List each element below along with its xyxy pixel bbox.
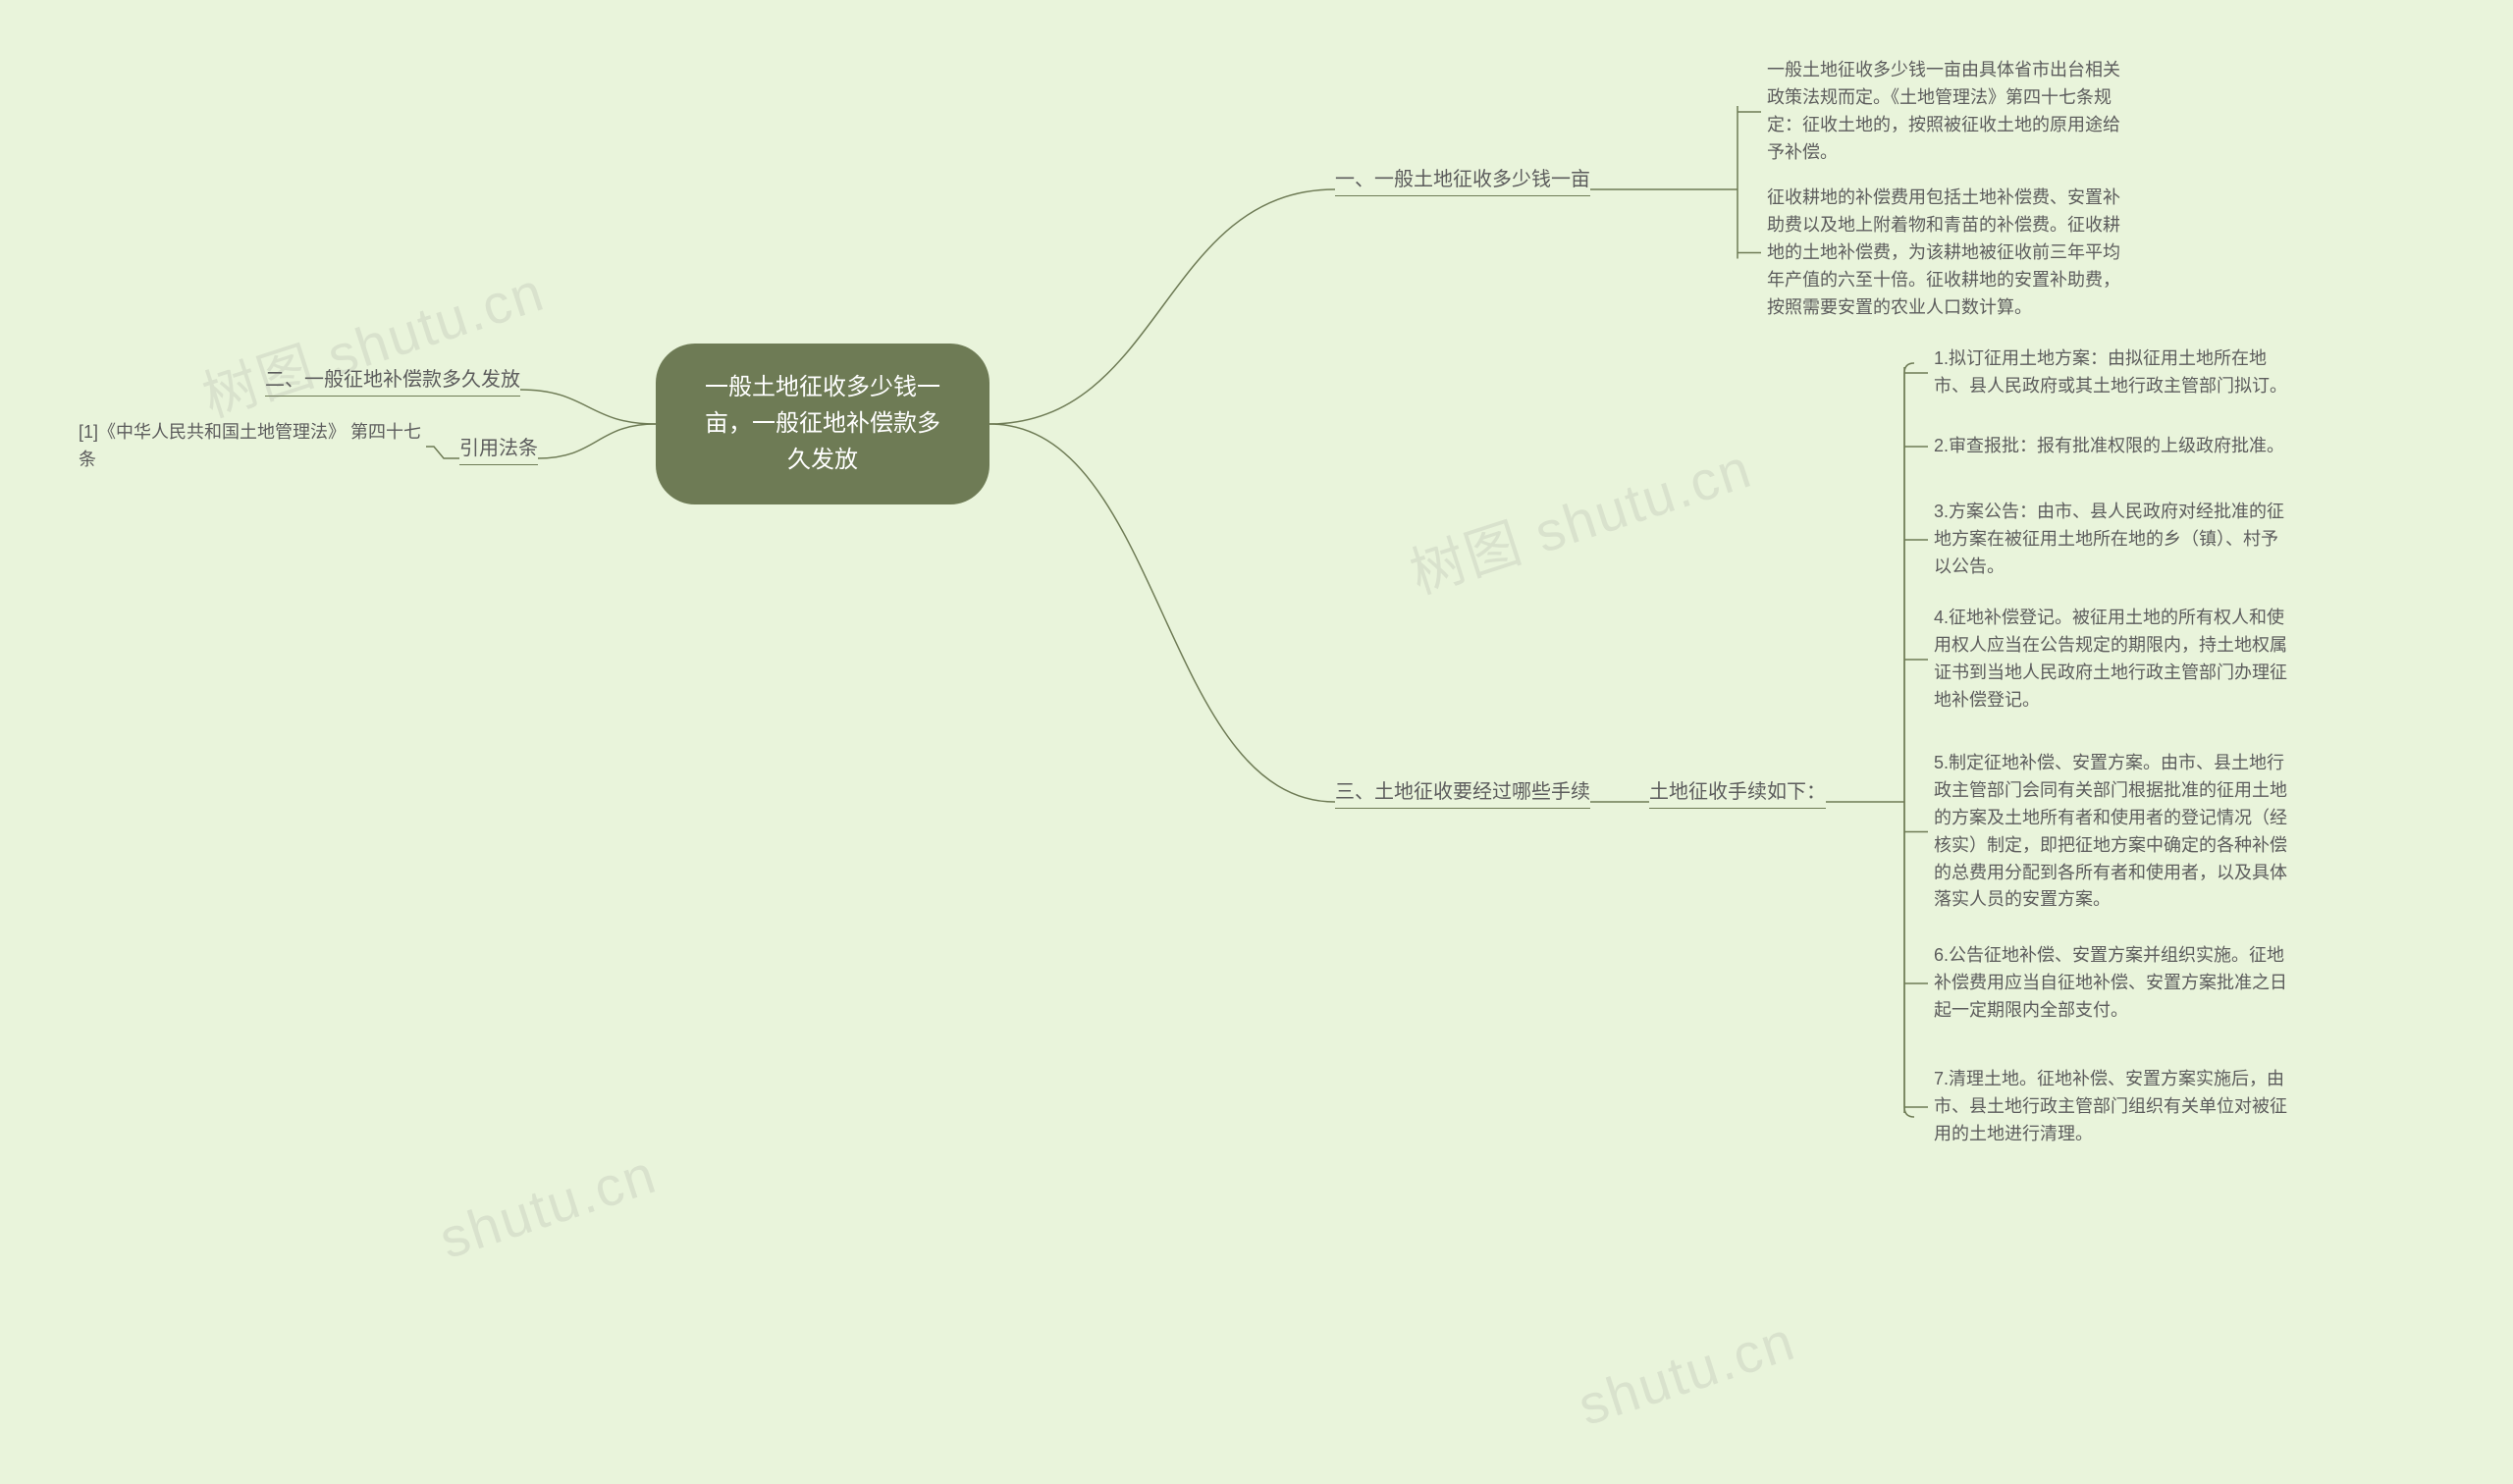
branch-b2[interactable]: 二、一般征地补偿款多久发放 (265, 363, 520, 397)
leaf-b3-1: 2.审查报批：报有批准权限的上级政府批准。 (1934, 433, 2287, 460)
leaf-b3-0: 1.拟订征用土地方案：由拟征用土地所在地市、县人民政府或其土地行政主管部门拟订。 (1934, 345, 2287, 400)
branch-b4[interactable]: 引用法条 (459, 432, 538, 465)
branch-b1[interactable]: 一、一般土地征收多少钱一亩 (1335, 163, 1590, 196)
watermark: shutu.cn (432, 1141, 665, 1271)
branch-b3[interactable]: 三、土地征收要经过哪些手续 (1335, 775, 1590, 809)
leaf-b3-3: 4.征地补偿登记。被征用土地的所有权人和使用权人应当在公告规定的期限内，持土地权… (1934, 605, 2287, 715)
leaf-b1-1: 征收耕地的补偿费用包括土地补偿费、安置补助费以及地上附着物和青苗的补偿费。征收耕… (1767, 185, 2120, 321)
leaf-b3-5: 6.公告征地补偿、安置方案并组织实施。征地补偿费用应当自征地补偿、安置方案批准之… (1934, 942, 2287, 1025)
leaf-b1-0: 一般土地征收多少钱一亩由具体省市出台相关政策法规而定。《土地管理法》第四十七条规… (1767, 57, 2120, 167)
watermark: 树图 shutu.cn (1399, 424, 1761, 610)
watermark: 树图 shutu.cn (191, 247, 554, 433)
branch-b3-mid[interactable]: 土地征收手续如下： (1649, 775, 1826, 809)
leaf-b3-4: 5.制定征地补偿、安置方案。由市、县土地行政主管部门会同有关部门根据批准的征用土… (1934, 750, 2287, 914)
watermark: shutu.cn (1571, 1308, 1803, 1438)
connector-layer (0, 0, 2513, 1484)
root-node[interactable]: 一般土地征收多少钱一亩，一般征地补偿款多久发放 (656, 344, 989, 504)
leaf-b3-6: 7.清理土地。征地补偿、安置方案实施后，由市、县土地行政主管部门组织有关单位对被… (1934, 1066, 2287, 1148)
leaf-b3-2: 3.方案公告：由市、县人民政府对经批准的征地方案在被征用土地所在地的乡（镇）、村… (1934, 499, 2287, 581)
leaf-b4-0: [1]《中华人民共和国土地管理法》 第四十七条 (79, 419, 422, 474)
